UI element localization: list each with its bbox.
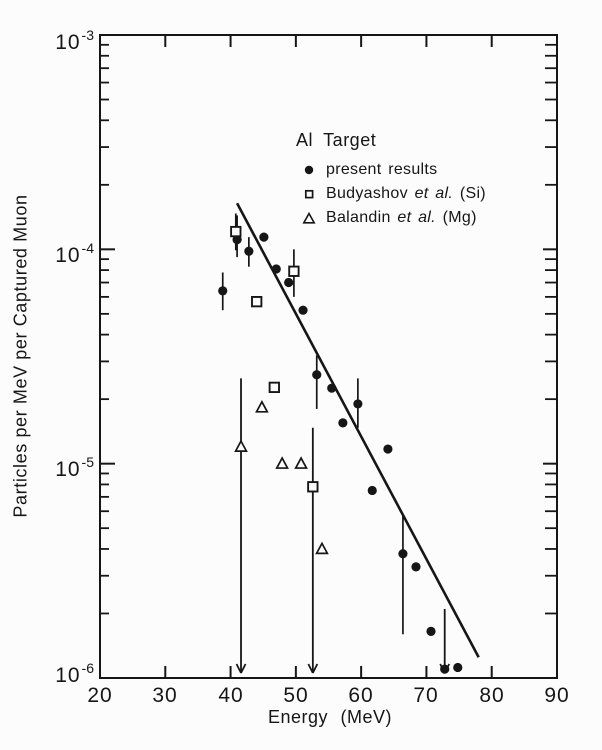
data-point-open-square xyxy=(288,265,300,277)
arrow-head xyxy=(235,663,242,674)
data-point-open-triangle xyxy=(315,541,329,555)
y-tick-exp: -6 xyxy=(81,660,94,676)
y-tick-exp: -4 xyxy=(81,240,94,256)
data-point-filled-circle xyxy=(453,662,463,673)
data-point-open-triangle xyxy=(234,439,248,452)
x-tick-label: 30 xyxy=(152,684,178,707)
y-tick-exp: -5 xyxy=(81,454,94,470)
legend-label: Balandin et al. (Mg) xyxy=(326,209,477,227)
legend-label-text: (Si) xyxy=(453,184,486,202)
data-point-filled-circle xyxy=(353,399,363,409)
y-tick-base: 10 xyxy=(55,458,81,481)
y-tick-exp: -3 xyxy=(81,27,94,43)
data-point-filled-circle xyxy=(398,549,408,559)
arrow-head xyxy=(312,663,319,674)
legend-label-text: Budyashov xyxy=(326,184,415,202)
data-point-filled-circle xyxy=(218,286,228,296)
y-tick-base: 10 xyxy=(55,664,81,687)
data-point-filled-circle xyxy=(426,626,436,636)
legend-label-text: present results xyxy=(326,160,438,178)
x-tick-label: 80 xyxy=(479,684,505,707)
x-tick-label: 70 xyxy=(413,684,439,707)
open-triangle-icon xyxy=(302,211,316,224)
legend-item-budyashov: Budyashov et al. (Si) xyxy=(296,184,486,203)
data-point-filled-circle xyxy=(312,370,322,380)
y-tick-label: 10-6 xyxy=(36,656,94,689)
legend-label: present results xyxy=(326,161,437,179)
legend-label-text: (Mg) xyxy=(435,208,477,226)
legend-label: Budyashov et al. (Si) xyxy=(326,185,486,203)
y-axis-title: Particles per MeV per Captured Muon xyxy=(10,194,31,518)
data-point-filled-circle xyxy=(383,444,393,454)
data-point-filled-circle xyxy=(284,277,294,288)
legend-label-italic: et al. xyxy=(414,184,454,202)
legend-label-italic: et al. xyxy=(397,208,436,226)
y-tick-label: 10-4 xyxy=(36,236,94,269)
filled-circle-icon xyxy=(304,165,314,174)
fit-line xyxy=(235,202,480,658)
arrow-head xyxy=(240,663,247,674)
y-tick-label: 10-5 xyxy=(36,450,94,483)
data-point-open-square xyxy=(230,225,242,238)
y-tick-label: 10-3 xyxy=(36,23,94,56)
arrow-head xyxy=(307,663,314,674)
legend: Al Target present results Budyashov et a… xyxy=(296,130,486,232)
data-point-filled-circle xyxy=(367,485,377,496)
x-tick-label: 20 xyxy=(87,684,113,707)
data-point-open-square xyxy=(251,296,263,308)
x-tick-label: 60 xyxy=(348,684,374,707)
legend-item-balandin: Balandin et al. (Mg) xyxy=(296,208,486,227)
data-point-open-triangle xyxy=(255,400,269,413)
x-tick-label: 50 xyxy=(283,684,309,707)
x-tick-label: 40 xyxy=(218,684,244,707)
data-point-filled-circle xyxy=(244,246,254,256)
data-point-filled-circle xyxy=(338,418,348,428)
data-point-open-triangle xyxy=(275,456,289,469)
y-tick-base: 10 xyxy=(55,31,81,54)
open-square-icon xyxy=(304,189,314,198)
data-point-open-square xyxy=(268,381,280,394)
data-point-filled-circle xyxy=(259,232,269,242)
legend-label-text: Balandin xyxy=(326,208,398,226)
legend-item-present-results: present results xyxy=(296,160,486,179)
data-point-open-square xyxy=(307,481,319,493)
legend-title: Al Target xyxy=(296,130,377,150)
x-tick-label: 90 xyxy=(544,684,570,707)
data-point-filled-circle xyxy=(232,235,242,245)
x-axis-title: Energy (MeV) xyxy=(267,707,393,727)
data-point-filled-circle xyxy=(298,305,308,315)
data-point-filled-circle xyxy=(271,264,281,274)
data-point-open-triangle xyxy=(294,456,308,469)
y-tick-base: 10 xyxy=(55,244,81,267)
data-point-filled-circle xyxy=(327,383,337,393)
plot-frame xyxy=(99,34,558,679)
data-point-filled-circle xyxy=(411,562,421,572)
data-point-filled-circle xyxy=(440,664,450,674)
